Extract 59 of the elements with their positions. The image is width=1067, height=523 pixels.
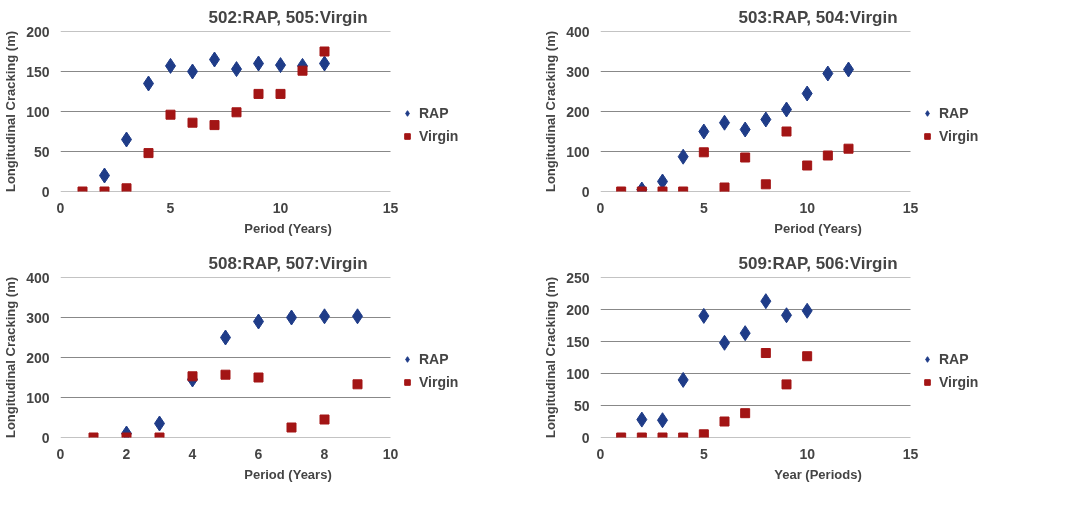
y-axis-title: Longitudinal Cracking (m) [3,276,19,439]
x-tick-label: 0 [596,445,605,462]
y-tick-label: 300 [26,309,50,326]
chart-title: 502:RAP, 505:Virgin [208,7,368,27]
y-tick-label: 400 [566,23,590,40]
x-tick-label: 10 [272,199,289,216]
legend-label: RAP [939,351,969,367]
y-tick-label: 200 [566,301,590,318]
y-tick-label: 150 [566,333,590,350]
x-tick-label: 8 [320,445,329,462]
y-tick-label: 100 [566,143,590,160]
legend-label: RAP [419,105,449,121]
x-tick-label: 4 [188,445,197,462]
x-axis-title: Year (Periods) [774,466,862,482]
y-tick-label: 0 [41,183,50,200]
x-tick-label: 5 [699,445,708,462]
x-tick-label: 0 [596,199,605,216]
x-tick-label: 15 [902,445,919,462]
legend-label: RAP [419,351,449,367]
y-tick-label: 200 [566,103,590,120]
x-axis-title: Period (Years) [244,220,332,236]
y-axis-title: Longitudinal Cracking (m) [543,30,559,193]
y-tick-label: 100 [26,389,50,406]
x-tick-label: 0 [56,445,65,462]
y-tick-label: 50 [33,143,50,160]
x-tick-label: 5 [699,199,708,216]
chart-title: 508:RAP, 507:Virgin [208,253,368,273]
y-tick-label: 300 [566,63,590,80]
y-tick-label: 250 [566,269,590,286]
legend-label: Virgin [419,374,459,390]
y-tick-label: 0 [581,429,590,446]
x-tick-label: 10 [799,199,816,216]
y-tick-label: 100 [26,103,50,120]
legend-label: Virgin [939,374,979,390]
legend-label: Virgin [419,128,459,144]
y-tick-label: 0 [581,183,590,200]
x-axis-title: Period (Years) [774,220,862,236]
y-tick-label: 400 [26,269,50,286]
chart-title: 509:RAP, 506:Virgin [738,253,898,273]
y-tick-label: 200 [26,23,50,40]
x-tick-label: 15 [902,199,919,216]
y-tick-label: 150 [26,63,50,80]
x-tick-label: 2 [122,445,131,462]
y-axis-title: Longitudinal Cracking (m) [543,276,559,439]
y-axis-title: Longitudinal Cracking (m) [3,30,19,193]
chart-title: 503:RAP, 504:Virgin [738,7,898,27]
x-tick-label: 5 [166,199,175,216]
x-tick-label: 6 [254,445,263,462]
legend-label: RAP [939,105,969,121]
x-tick-label: 10 [799,445,816,462]
y-tick-label: 0 [41,429,50,446]
x-axis-title: Period (Years) [244,466,332,482]
y-tick-label: 200 [26,349,50,366]
y-tick-label: 100 [566,365,590,382]
legend-label: Virgin [939,128,979,144]
x-tick-label: 10 [382,445,399,462]
x-tick-label: 15 [382,199,399,216]
x-tick-label: 0 [56,199,65,216]
y-tick-label: 50 [573,397,590,414]
